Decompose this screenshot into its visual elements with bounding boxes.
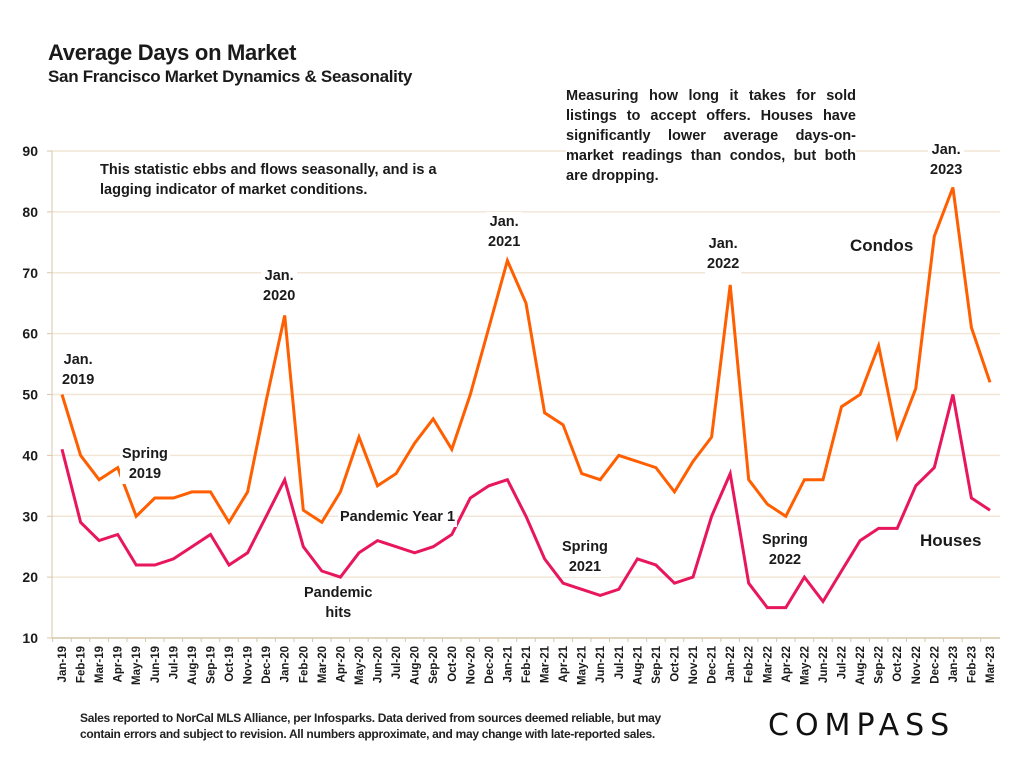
x-tick-label: Mar-23 bbox=[985, 646, 997, 683]
x-tick-label: Aug-19 bbox=[187, 646, 199, 685]
x-tick-label: Sep-19 bbox=[205, 646, 217, 684]
annotation-pandemic-hits: Pandemic hits bbox=[302, 583, 375, 623]
x-tick-label: Oct-19 bbox=[224, 646, 236, 682]
y-tick-label: 30 bbox=[22, 508, 38, 524]
x-tick-label: Jan-22 bbox=[725, 646, 737, 682]
x-tick-label: Feb-19 bbox=[76, 646, 88, 683]
x-tick-label: Jan-20 bbox=[280, 646, 292, 682]
x-tick-label: Jun-21 bbox=[595, 645, 607, 683]
legend-houses: Houses bbox=[920, 531, 982, 550]
x-tick-label: Jul-22 bbox=[837, 646, 849, 679]
x-tick-label: Nov-22 bbox=[911, 646, 923, 684]
annotation-spring-2021: Spring 2021 bbox=[560, 537, 610, 577]
page-title: Average Days on Market bbox=[48, 40, 297, 65]
seasonality-note: This statistic ebbs and flows seasonally… bbox=[100, 160, 440, 200]
x-tick-label: Oct-20 bbox=[447, 646, 459, 682]
source-footnote: Sales reported to NorCal MLS Alliance, p… bbox=[80, 711, 661, 741]
x-tick-label: May-19 bbox=[131, 646, 143, 685]
series-lines bbox=[60, 186, 992, 610]
x-tick-label: Sep-22 bbox=[874, 646, 886, 684]
x-tick-label: Apr-20 bbox=[335, 646, 347, 682]
x-tick-label: Jul-21 bbox=[614, 645, 626, 679]
x-tick-label: May-21 bbox=[577, 645, 589, 685]
x-tick-label: Dec-19 bbox=[261, 646, 273, 684]
y-tick-label: 90 bbox=[22, 143, 38, 159]
x-tick-label: Dec-20 bbox=[484, 646, 496, 684]
x-tick-label: Jan-19 bbox=[57, 646, 69, 682]
x-tick-label: Nov-19 bbox=[243, 646, 255, 684]
y-axis: 10 20 30 40 50 60 70 80 90 bbox=[22, 143, 53, 646]
x-tick-label: Jun-19 bbox=[150, 646, 162, 683]
x-tick-label: Jun-20 bbox=[373, 646, 385, 683]
legend-condos: Condos bbox=[850, 236, 914, 255]
x-tick-label: Mar-19 bbox=[94, 646, 106, 683]
annotation-jan-2023: Jan. 2023 bbox=[928, 140, 965, 180]
y-tick-label: 20 bbox=[22, 569, 38, 585]
annotation-spring-2019: Spring 2019 bbox=[120, 444, 170, 484]
annotation-jan-2020: Jan. 2020 bbox=[261, 266, 298, 306]
x-tick-label: Mar-22 bbox=[762, 646, 774, 683]
y-tick-label: 80 bbox=[22, 204, 38, 220]
y-tick-label: 40 bbox=[22, 447, 38, 463]
x-tick-label: Oct-22 bbox=[892, 646, 904, 682]
x-tick-label: Aug-20 bbox=[410, 646, 422, 685]
annotation-jan-2021: Jan. 2021 bbox=[486, 212, 523, 252]
x-tick-label: Oct-21 bbox=[669, 645, 681, 681]
y-tick-label: 70 bbox=[22, 265, 38, 281]
x-tick-label: Jan-23 bbox=[948, 646, 960, 682]
x-tick-label: Dec-21 bbox=[707, 645, 719, 683]
y-tick-label: 60 bbox=[22, 326, 38, 342]
x-tick-label: Apr-22 bbox=[781, 646, 793, 682]
page-subtitle: San Francisco Market Dynamics & Seasonal… bbox=[48, 67, 413, 86]
annotation-jan-2019: Jan. 2019 bbox=[60, 350, 97, 390]
annotation-spring-2022: Spring 2022 bbox=[760, 530, 810, 570]
x-tick-label: Mar-21 bbox=[540, 645, 552, 683]
annotation-pandemic-year-1: Pandemic Year 1 bbox=[338, 507, 458, 527]
x-tick-label: Nov-21 bbox=[688, 645, 700, 684]
x-tick-label: Feb-22 bbox=[744, 646, 756, 683]
x-tick-label: Jul-19 bbox=[168, 646, 180, 679]
x-tick-label: Feb-23 bbox=[966, 646, 978, 683]
x-tick-label: Feb-20 bbox=[298, 646, 310, 683]
methodology-note: Measuring how long it takes for sold lis… bbox=[566, 86, 856, 186]
x-tick-label: Feb-21 bbox=[521, 645, 533, 683]
x-tick-label: Jun-22 bbox=[818, 646, 830, 683]
x-tick-label: Apr-19 bbox=[113, 646, 125, 682]
series-line-houses bbox=[60, 394, 991, 610]
x-tick-label: Apr-21 bbox=[558, 645, 570, 682]
x-tick-label: Sep-21 bbox=[651, 645, 663, 683]
x-axis: Jan-19 Feb-19 Mar-19 Apr-19 May-19 Jun-19 Jul-… bbox=[52, 637, 1000, 685]
x-tick-label: Aug-22 bbox=[855, 646, 867, 685]
x-tick-label: May-20 bbox=[354, 646, 366, 685]
x-tick-label: Sep-20 bbox=[428, 646, 440, 684]
annotation-jan-2022: Jan. 2022 bbox=[705, 234, 742, 274]
y-tick-label: 10 bbox=[22, 630, 38, 646]
compass-logo: COMPASS bbox=[768, 708, 956, 743]
x-tick-label: Nov-20 bbox=[465, 646, 477, 684]
x-tick-label: Aug-21 bbox=[632, 645, 644, 685]
x-tick-label: May-22 bbox=[799, 646, 811, 685]
y-tick-label: 50 bbox=[22, 387, 38, 403]
x-tick-label: Jan-21 bbox=[502, 645, 514, 682]
x-tick-label: Dec-22 bbox=[929, 646, 941, 684]
x-tick-label: Jul-20 bbox=[391, 646, 403, 679]
x-tick-label: Mar-20 bbox=[317, 646, 329, 683]
